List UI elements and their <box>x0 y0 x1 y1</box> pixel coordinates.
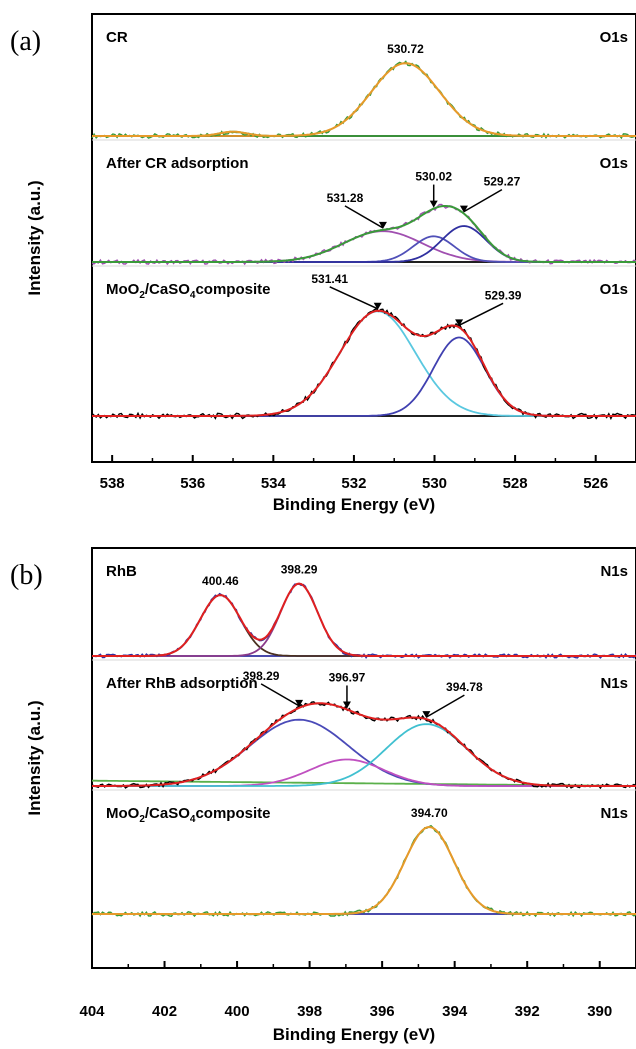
core-level-label: N1s <box>600 675 628 692</box>
annotation-arrow <box>426 694 465 718</box>
core-level-label: N1s <box>600 805 628 822</box>
x-tick-label: 398 <box>297 1003 322 1020</box>
component-peak <box>92 310 636 417</box>
plot-frame <box>91 13 636 463</box>
spectrum-2: After CR adsorption O1s 531.28 530.02 529.27 <box>91 139 636 266</box>
arrow-head <box>378 221 387 229</box>
peak-label: 398.29 <box>281 563 318 577</box>
plot-frame <box>91 547 636 969</box>
x-tick-label: 404 <box>79 1003 105 1020</box>
envelope-fit <box>92 309 636 417</box>
arrow-head <box>295 699 304 707</box>
component-peak <box>92 582 636 657</box>
arrow-head <box>422 711 431 719</box>
peak-label: 531.41 <box>311 272 348 286</box>
spectrum-2: After RhB adsorption N1s 398.29 396.97 394.7… <box>91 659 636 790</box>
arrow-head <box>342 701 351 709</box>
x-tick-label: 532 <box>341 475 366 492</box>
spectrum-1: CR O1s 530.72 <box>91 29 636 140</box>
x-tick-label: 534 <box>261 475 287 492</box>
arrow-head <box>459 205 468 213</box>
core-level-label: N1s <box>600 563 628 580</box>
spectrum-label: RhB <box>106 563 137 580</box>
panel-a: (a) 538 536 534 532 530 528 526 Binding Energy (… <box>10 13 636 514</box>
component-peak <box>92 235 636 263</box>
x-tick-label: 530 <box>422 475 447 492</box>
peak-label: 400.46 <box>202 574 239 588</box>
x-tick-label: 394 <box>442 1003 468 1020</box>
x-tick-label: 526 <box>583 475 608 492</box>
component-peak <box>92 594 636 657</box>
x-tick-label: 538 <box>100 475 125 492</box>
spectrum-label: After CR adsorption <box>106 155 249 172</box>
peak-label: 398.29 <box>243 669 280 683</box>
component-peak <box>92 718 636 787</box>
x-tick-label: 402 <box>152 1003 177 1020</box>
peak-label: 396.97 <box>329 670 366 684</box>
envelope-fit <box>92 582 636 657</box>
raw-data-line <box>91 701 636 790</box>
component-peak <box>92 230 636 263</box>
spectrum-1: RhB N1s 400.46 398.29 <box>91 563 636 660</box>
raw-data-line <box>91 307 636 421</box>
spectrum-label: MoO2/CaSO4composite <box>106 281 270 301</box>
component-peak <box>92 826 636 915</box>
spectrum-label: CR <box>106 29 128 46</box>
annotation-arrow <box>344 205 384 229</box>
envelope-fit <box>92 205 636 263</box>
peak-label: 529.39 <box>485 288 522 302</box>
envelope-fit <box>92 62 636 137</box>
x-axis-title: Binding Energy (eV) <box>273 1025 435 1044</box>
raw-data-line <box>91 583 636 660</box>
component-peak <box>92 336 636 417</box>
core-level-label: O1s <box>600 155 628 172</box>
annotation-arrow <box>458 302 504 327</box>
panel-letter: (a) <box>10 26 41 57</box>
y-axis-title: Intensity (a.u.) <box>25 700 44 815</box>
x-tick-label: 528 <box>503 475 528 492</box>
annotation-arrow <box>329 286 379 310</box>
peak-label: 531.28 <box>327 191 364 205</box>
x-tick-label: 396 <box>370 1003 395 1020</box>
annotation-arrow <box>260 683 300 707</box>
x-tick-label: 392 <box>515 1003 540 1020</box>
spectrum-3: MoO2/CaSO4composite N1s 394.70 <box>91 789 636 918</box>
y-axis-title: Intensity (a.u.) <box>25 180 44 295</box>
x-tick-label: 536 <box>180 475 205 492</box>
component-peak <box>92 225 636 263</box>
arrow-head <box>429 200 438 208</box>
peak-label: 530.02 <box>415 170 452 184</box>
x-tick-label: 390 <box>587 1003 612 1020</box>
peak-label: 394.70 <box>411 806 448 820</box>
arrow-head <box>455 319 464 327</box>
core-level-label: O1s <box>600 281 628 298</box>
spectrum-label: After RhB adsorption <box>106 675 258 692</box>
spectrum-label: MoO2/CaSO4composite <box>106 805 270 825</box>
raw-data-line <box>91 824 636 918</box>
envelope-fit <box>92 825 636 915</box>
annotation-arrow <box>463 188 503 213</box>
arrow-head <box>373 302 382 310</box>
peak-label: 394.78 <box>446 680 483 694</box>
x-axis-title: Binding Energy (eV) <box>273 495 435 514</box>
envelope-fit <box>92 702 636 787</box>
core-level-label: O1s <box>600 29 628 46</box>
peak-label: 529.27 <box>484 175 521 189</box>
component-peak <box>92 723 636 787</box>
panel-letter: (b) <box>10 560 43 591</box>
spectrum-3: MoO2/CaSO4composite O1s 531.41 529.39 <box>91 265 636 421</box>
x-tick-label: 400 <box>225 1003 250 1020</box>
peak-label: 530.72 <box>387 42 424 56</box>
panel-b: (b) 404 402 400 398 396 394 392 390 Binding Energ… <box>10 547 636 1044</box>
